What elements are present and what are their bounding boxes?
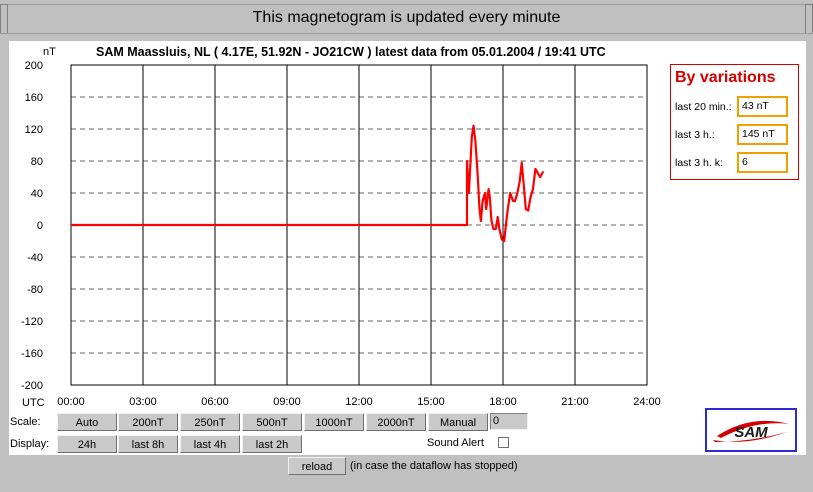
y-tick-label: -40 — [27, 252, 43, 264]
x-tick-label: 21:00 — [561, 396, 589, 408]
scale-2000nt-button[interactable]: 2000nT — [366, 413, 426, 431]
x-tick-label: 06:00 — [201, 396, 229, 408]
x-tick-label: 00:00 — [57, 396, 85, 408]
x-tick-label: 15:00 — [417, 396, 445, 408]
scale-250nt-button[interactable]: 250nT — [180, 413, 240, 431]
sam-logo-icon: SAM — [713, 420, 789, 442]
x-tick-label: 12:00 — [345, 396, 373, 408]
scale-manual-button[interactable]: Manual — [428, 413, 488, 431]
y-tick-label: 120 — [25, 124, 43, 136]
x-axis-unit-label: UTC — [22, 397, 45, 409]
y-axis-unit-label: nT — [43, 46, 56, 58]
scale-500nt-button[interactable]: 500nT — [242, 413, 302, 431]
header-rule-bottom — [0, 33, 813, 34]
variation-label-20min: last 20 min.: — [675, 101, 732, 113]
y-tick-label: -200 — [21, 380, 43, 392]
variation-label-3h: last 3 h.: — [675, 129, 715, 141]
header-bar: This magnetogram is updated every minute — [0, 0, 813, 38]
y-tick-label: -160 — [21, 348, 43, 360]
scale-auto-button[interactable]: Auto — [57, 413, 117, 431]
chart-title: SAM Maassluis, NL ( 4.17E, 51.92N - JO21… — [96, 45, 606, 59]
sound-alert-label: Sound Alert — [427, 437, 484, 449]
x-tick-label: 03:00 — [129, 396, 157, 408]
display-last-2h-button[interactable]: last 2h — [242, 435, 302, 453]
header-rule-top — [0, 4, 813, 5]
scale-label: Scale: — [10, 416, 41, 428]
variation-label-3h-k: last 3 h. k: — [675, 157, 723, 169]
y-tick-label: 200 — [25, 60, 43, 72]
display-24h-button[interactable]: 24h — [57, 435, 117, 453]
page-title: This magnetogram is updated every minute — [252, 9, 561, 26]
y-tick-label: 80 — [31, 156, 43, 168]
x-tick-label: 09:00 — [273, 396, 301, 408]
display-label: Display: — [10, 438, 50, 450]
y-tick-label: -120 — [21, 316, 43, 328]
variations-box: By variations last 20 min.: 43 nT last 3… — [670, 64, 799, 180]
y-tick-label: 160 — [25, 92, 43, 104]
display-last-8h-button[interactable]: last 8h — [118, 435, 178, 453]
manual-scale-input[interactable]: 0 — [490, 413, 528, 430]
reload-note: (in case the dataflow has stopped) — [350, 460, 518, 472]
variation-value-20min: 43 nT — [737, 96, 788, 117]
magnetogram-series-line — [71, 124, 545, 243]
variation-value-3h: 145 nT — [737, 124, 788, 145]
variation-value-3h-k: 6 — [737, 152, 788, 173]
x-tick-label: 18:00 — [489, 396, 517, 408]
sound-alert-checkbox[interactable] — [498, 437, 509, 448]
sam-logo: SAM — [705, 408, 797, 452]
variations-title: By variations — [675, 69, 776, 86]
display-last-4h-button[interactable]: last 4h — [180, 435, 240, 453]
x-tick-label: 24:00 — [633, 396, 661, 408]
y-tick-label: 40 — [31, 188, 43, 200]
y-tick-label: -80 — [27, 284, 43, 296]
scale-200nt-button[interactable]: 200nT — [118, 413, 178, 431]
y-tick-label: 0 — [37, 220, 43, 232]
scale-1000nt-button[interactable]: 1000nT — [304, 413, 364, 431]
reload-button[interactable]: reload — [288, 457, 346, 475]
sam-logo-text: SAM — [734, 424, 768, 441]
